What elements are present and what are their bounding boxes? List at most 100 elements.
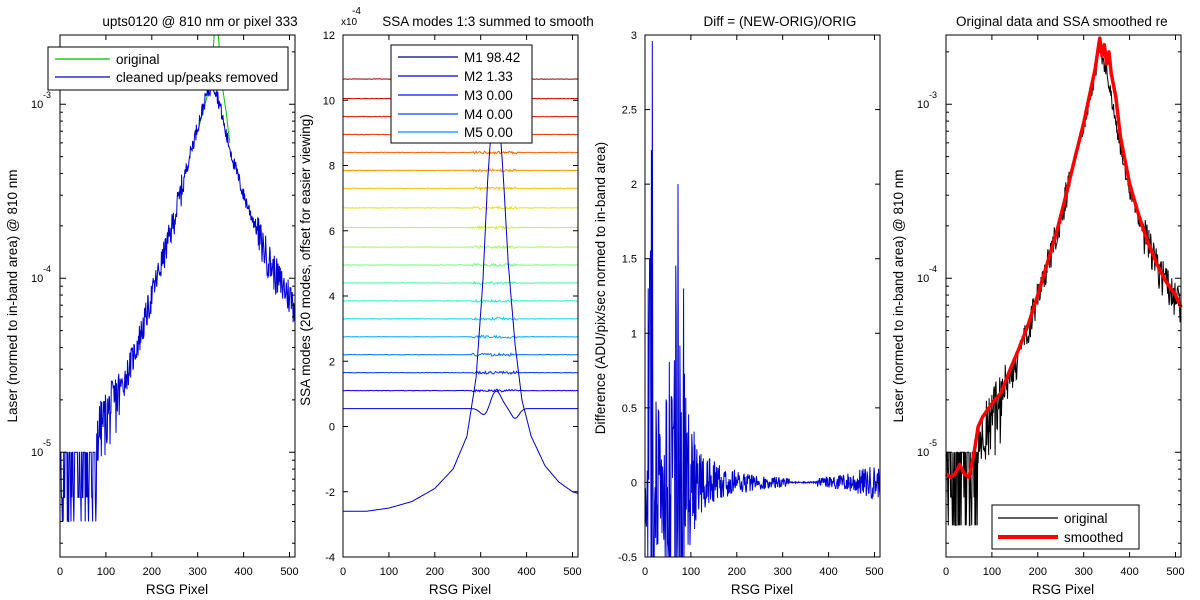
panel-2-xtick-label: 400 — [517, 566, 535, 578]
panel-4-ytick-label-exponent: -4 — [929, 264, 937, 274]
panel-3-axes-frame — [644, 34, 881, 558]
panel-1-legend-box — [47, 46, 289, 91]
panel-1-legend-label-original: original — [116, 52, 160, 67]
panel-4-legend-label-original: original — [1064, 511, 1108, 526]
panel-2: 0 100 200 300 400 500 -4 -2 0 2 4 6 8 10 12 SSA modes … — [298, 6, 594, 597]
panel-1-title: upts0120 @ 810 nm or pixel 333 — [102, 14, 297, 29]
panel-3-plot-area — [644, 40, 881, 558]
panel-3-ytick-label: 0 — [631, 477, 637, 489]
panel-2-ytick-label: 4 — [329, 291, 335, 303]
panel-4-ylabel: Laser (normed to in-band area) @ 810 nm — [891, 169, 906, 422]
panel-1-ytick-label-mantissa: 10 — [31, 99, 43, 111]
panel-2-ticks: 0 100 200 300 400 500 -4 -2 0 2 4 6 8 10 12 — [323, 30, 582, 578]
panel-3-ytick-label: 0.5 — [622, 403, 637, 415]
panel-3-xtick-label: 0 — [642, 566, 648, 578]
panel-4-xtick-label: 100 — [983, 566, 1001, 578]
panel-1-axes-frame — [59, 34, 296, 558]
panel-4-ytick-label-mantissa: 10 — [917, 99, 929, 111]
panel-2-mode-trace — [342, 224, 579, 231]
panel-4-xtick-label: 400 — [1120, 566, 1138, 578]
panel-3-ytick-label: 1.5 — [622, 254, 637, 266]
panel-3: 0 100 200 300 400 500 -0.5 0 0.5 1 1.5 2 2.5 3 Diff =… — [593, 14, 884, 597]
panel-2-ytick-label: 2 — [329, 356, 335, 368]
panel-2-ytick-label: 0 — [329, 422, 335, 434]
panel-3-ytick-label: 2.5 — [622, 105, 637, 117]
panel-1-ytick-label-mantissa: 10 — [31, 273, 43, 285]
panel-2-xtick-label: 100 — [380, 566, 398, 578]
panel-4-ytick-label-mantissa: 10 — [917, 447, 929, 459]
panel-3-ytick-label: 1 — [631, 328, 637, 340]
panel-1-xlabel: RSG Pixel — [146, 582, 208, 597]
panel-1-series-cleaned — [60, 80, 296, 522]
panel-2-mode-trace — [342, 205, 579, 211]
panel-4-ytick-label-mantissa: 10 — [917, 273, 929, 285]
panel-4-legend-label-smoothed: smoothed — [1064, 530, 1123, 545]
panel-1-ytick-label-mantissa: 10 — [31, 447, 43, 459]
panel-3-xtick-label: 300 — [774, 566, 792, 578]
panel-3-title: Diff = (NEW-ORIG)/ORIG — [704, 14, 857, 29]
panel-2-legend-label-m2: M2 1.33 — [464, 69, 513, 84]
panel-2-ytick-label: 10 — [323, 95, 335, 107]
panel-2-mode-trace — [342, 186, 579, 192]
panel-3-xtick-label: 100 — [682, 566, 700, 578]
panel-4-axes-frame — [945, 34, 1182, 558]
panel-2-mode-trace — [342, 352, 579, 357]
panel-3-ylabel: Difference (ADU/pix/sec normed to in-ban… — [593, 142, 608, 434]
panel-2-legend-label-m4: M4 0.00 — [464, 107, 513, 122]
panel-4-legend-box — [991, 504, 1140, 550]
panel-3-xtick-label: 200 — [728, 566, 746, 578]
panel-3-series-diff — [644, 40, 881, 558]
panel-4-xtick-label: 0 — [943, 566, 949, 578]
panel-1-ylabel: Laser (normed to in-band area) @ 810 nm — [5, 169, 20, 422]
panel-2-ylabel: SSA modes (20 modes, offset for easier v… — [298, 114, 313, 406]
panel-2-mode-trace — [342, 334, 579, 339]
panel-2-title: SSA modes 1:3 summed to smooth — [382, 14, 594, 29]
panel-1-ytick-label-exponent: -3 — [43, 90, 51, 100]
panel-2-mode-trace — [342, 150, 579, 155]
panel-1-ytick-label-exponent: -5 — [43, 438, 51, 448]
panel-2-multiplier-base: x10 — [341, 17, 358, 28]
panel-2-ytick-label: -4 — [325, 552, 335, 564]
panel-2-ytick-label: 6 — [329, 226, 335, 238]
panel-2-mode-trace — [342, 370, 579, 376]
panel-2-series-m1 — [343, 98, 579, 512]
panel-4-plot-area — [944, 36, 1183, 526]
panel-3-ytick-label: 3 — [631, 30, 637, 42]
panel-4-xtick-label: 300 — [1075, 566, 1093, 578]
panel-2-mode-trace — [343, 298, 579, 304]
panel-2-legend-label-m1: M1 98.42 — [464, 50, 520, 65]
panel-1-xtick-label: 100 — [97, 566, 115, 578]
panel-2-legend: M1 98.42 M2 1.33 M3 0.00 M4 0.00 M5 0.00 — [390, 44, 533, 144]
panel-2-xtick-label: 300 — [472, 566, 490, 578]
panel-2-mode-trace — [342, 280, 579, 285]
panel-2-ytick-label: 8 — [329, 161, 335, 173]
panel-4-ytick-label-exponent: -5 — [929, 438, 937, 448]
panel-3-xtick-label: 400 — [819, 566, 837, 578]
panel-4-xlabel: RSG Pixel — [1032, 582, 1094, 597]
panel-1-xtick-label: 0 — [57, 566, 63, 578]
panel-3-ytick-label: -0.5 — [618, 552, 637, 564]
panel-2-xtick-label: 0 — [340, 566, 346, 578]
panel-1-xtick-label: 200 — [143, 566, 161, 578]
panel-4-series-smoothed — [944, 36, 1183, 479]
panel-2-xtick-label: 200 — [426, 566, 444, 578]
panel-2-multiplier-exp: -4 — [352, 6, 361, 17]
panel-2-mode-trace — [343, 390, 578, 419]
panel-2-ytick-label: 12 — [323, 30, 335, 42]
panel-1-plot-area — [60, 34, 296, 522]
panel-4-legend: original smoothed — [991, 504, 1140, 550]
panel-3-xtick-label: 500 — [865, 566, 883, 578]
panel-1-ytick-label-exponent: -4 — [43, 264, 51, 274]
panel-2-mode-trace — [343, 388, 578, 393]
panel-2-mode-trace — [342, 167, 578, 173]
panel-2-ytick-label: -2 — [325, 487, 335, 499]
panel-4-xtick-label: 200 — [1029, 566, 1047, 578]
panel-2-legend-label-m5: M5 0.00 — [464, 125, 513, 140]
panel-3-ytick-label: 2 — [631, 179, 637, 191]
panel-2-mode-trace — [342, 316, 579, 322]
